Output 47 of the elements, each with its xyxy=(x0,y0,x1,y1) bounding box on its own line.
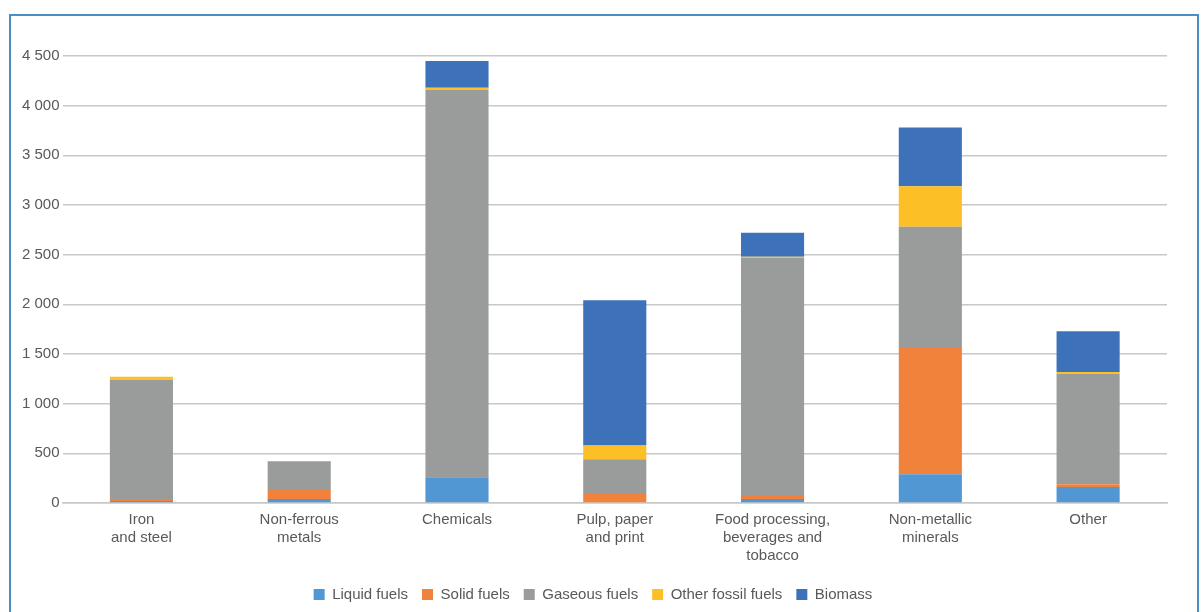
y-tick-label: 1 000 xyxy=(21,393,60,411)
bar xyxy=(1056,487,1120,503)
y-tick-label: 2 000 xyxy=(21,294,60,312)
bar xyxy=(267,489,331,500)
bar xyxy=(740,232,805,257)
legend-label: Other fossil fuels xyxy=(670,584,783,602)
bar xyxy=(740,499,805,503)
bar xyxy=(740,257,805,496)
bar xyxy=(425,89,489,478)
y-tick-label: 4 500 xyxy=(21,46,60,64)
bar xyxy=(898,226,962,348)
bar xyxy=(583,445,647,460)
x-tick-label: Food processing, beverages and tobacco xyxy=(715,510,831,564)
bar xyxy=(267,499,331,503)
y-tick-label: 1 500 xyxy=(21,344,60,362)
bar xyxy=(425,60,489,88)
bar xyxy=(1056,373,1120,485)
legend-label: Solid fuels xyxy=(440,584,510,602)
x-tick-label: Iron and steel xyxy=(110,510,172,546)
bar xyxy=(1056,331,1120,372)
x-tick-label: Chemicals xyxy=(421,510,492,528)
x-tick-label: Pulp, paper and print xyxy=(576,510,654,546)
legend-label: Gaseous fuels xyxy=(542,584,639,602)
x-tick-label: Non-ferrous metals xyxy=(259,510,339,546)
bar xyxy=(898,474,962,503)
bar xyxy=(425,477,489,503)
x-tick-label: Other xyxy=(1069,510,1107,528)
bar xyxy=(109,376,173,380)
y-tick-label: 0 xyxy=(51,493,60,511)
y-tick-label: 3 500 xyxy=(21,145,60,163)
bar xyxy=(898,127,962,187)
legend-label: Biomass xyxy=(814,584,873,602)
x-tick-label: Non-metallic minerals xyxy=(888,510,973,546)
y-tick-label: 500 xyxy=(34,443,60,461)
bar xyxy=(1056,484,1120,488)
bar xyxy=(898,186,962,227)
bar xyxy=(583,300,647,446)
bar xyxy=(267,461,331,490)
bar xyxy=(740,495,805,500)
bar xyxy=(898,347,962,475)
bar xyxy=(109,379,173,500)
bar xyxy=(583,494,647,503)
y-tick-label: 3 000 xyxy=(21,195,60,213)
y-tick-label: 2 500 xyxy=(21,244,60,262)
y-tick-label: 4 000 xyxy=(21,95,60,113)
bar xyxy=(583,459,647,495)
legend-label: Liquid fuels xyxy=(332,584,409,602)
